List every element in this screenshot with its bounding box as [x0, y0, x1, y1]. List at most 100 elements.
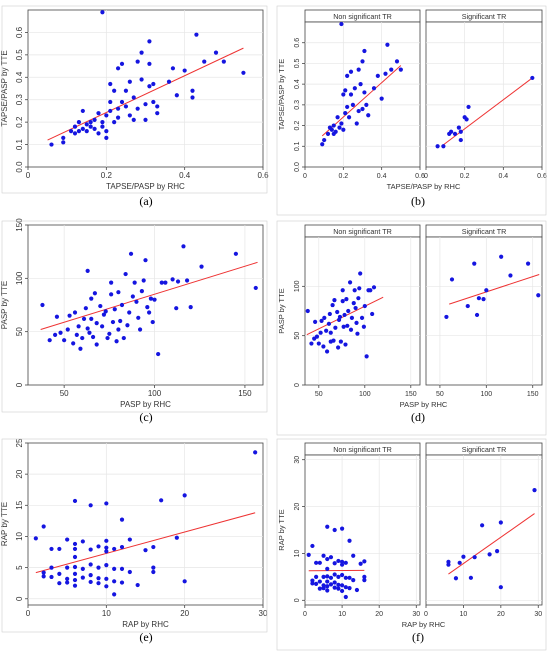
data-point [361, 324, 366, 329]
data-point [72, 554, 78, 560]
data-point [182, 68, 187, 73]
data-point [356, 296, 361, 301]
data-point [449, 129, 454, 134]
y-axis-label: TAPSE/PASP by TTE [277, 59, 286, 131]
data-point [80, 566, 85, 571]
x-axis-label: TAPSE/PASP by RHC [106, 182, 185, 191]
data-point [332, 585, 337, 590]
data-point [338, 339, 343, 344]
data-point [163, 280, 168, 285]
fit-line [448, 513, 535, 575]
data-point [326, 321, 332, 326]
data-point [65, 576, 70, 581]
data-point [358, 82, 363, 87]
data-point [136, 315, 141, 320]
data-point [449, 277, 455, 282]
y-tick-label: 30 [294, 456, 301, 464]
panel-d-2: Significant TR 50 100 150 [425, 224, 543, 398]
data-point [379, 96, 384, 101]
data-point [385, 42, 390, 47]
data-point [343, 575, 348, 580]
data-point [80, 539, 85, 544]
y-tick-label: 150 [15, 218, 24, 232]
x-tick-label: 0 [26, 609, 31, 618]
data-point [345, 104, 350, 110]
data-point [107, 331, 112, 336]
data-point [143, 548, 148, 553]
y-axis-label: RAP by TTE [0, 502, 9, 546]
data-point [444, 314, 449, 320]
data-point [347, 575, 352, 580]
data-point [525, 261, 531, 266]
data-point [346, 308, 351, 314]
data-point [89, 316, 94, 321]
data-point [190, 95, 195, 100]
y-tick-label: 50 [294, 332, 301, 340]
data-point [148, 296, 154, 301]
data-point [139, 50, 144, 55]
y-tick-label: 15 [15, 500, 24, 509]
data-point [147, 61, 152, 66]
data-point [452, 131, 458, 136]
data-point [354, 121, 359, 126]
panel-e-1: 0 10 20 30 0 5 10 15 20 25 [15, 438, 268, 618]
data-point [327, 311, 332, 317]
x-tick-label: 0.2 [101, 171, 113, 180]
data-point [112, 566, 117, 571]
data-point [127, 79, 132, 84]
data-point [314, 560, 319, 565]
data-point [461, 554, 466, 559]
y-tick-label: 20 [15, 469, 24, 478]
y-tick-label: 0.3 [15, 94, 24, 106]
data-point [371, 86, 377, 91]
y-axis-label: PASP by TTE [277, 288, 286, 333]
data-point [115, 115, 121, 120]
data-point [341, 324, 346, 329]
data-point [104, 538, 109, 543]
data-point [394, 59, 400, 64]
data-point [320, 142, 325, 147]
data-point [88, 572, 93, 578]
y-tick-label: 0.0 [294, 162, 301, 172]
data-point [80, 575, 85, 580]
data-point [54, 314, 60, 319]
data-point [353, 305, 358, 311]
data-point [340, 288, 345, 293]
data-point [174, 535, 179, 540]
data-point [335, 309, 340, 315]
panel-c-1: 50 100 150 0 50 100 150 [15, 218, 264, 398]
data-point [57, 581, 62, 586]
data-point [351, 301, 356, 306]
panel-caption: (d) [411, 410, 425, 424]
data-point [468, 575, 474, 580]
x-tick-label: 20 [180, 609, 189, 618]
figure-panel-frame [276, 438, 547, 651]
data-point [61, 135, 66, 140]
x-tick-label: 0.2 [460, 173, 470, 180]
data-point [325, 579, 330, 584]
data-point [118, 318, 123, 324]
y-tick-label: 10 [15, 531, 24, 540]
data-point [359, 315, 365, 321]
y-tick-label: 5 [15, 565, 24, 570]
data-point [362, 303, 367, 309]
data-point [135, 59, 140, 64]
data-point [108, 99, 113, 105]
data-point [109, 292, 114, 297]
data-point [81, 316, 87, 321]
data-point [84, 122, 89, 127]
data-point [347, 586, 352, 591]
data-point [78, 346, 83, 351]
data-point [339, 121, 344, 126]
data-point [253, 450, 258, 455]
x-tick-label: 0.6 [415, 173, 425, 180]
data-point [112, 88, 117, 93]
data-point [109, 280, 114, 285]
data-point [498, 520, 503, 525]
data-point [103, 309, 108, 314]
x-tick-label: 0 [424, 173, 428, 180]
panel-caption: (b) [411, 194, 425, 208]
data-point [123, 88, 129, 93]
data-point [155, 104, 160, 109]
